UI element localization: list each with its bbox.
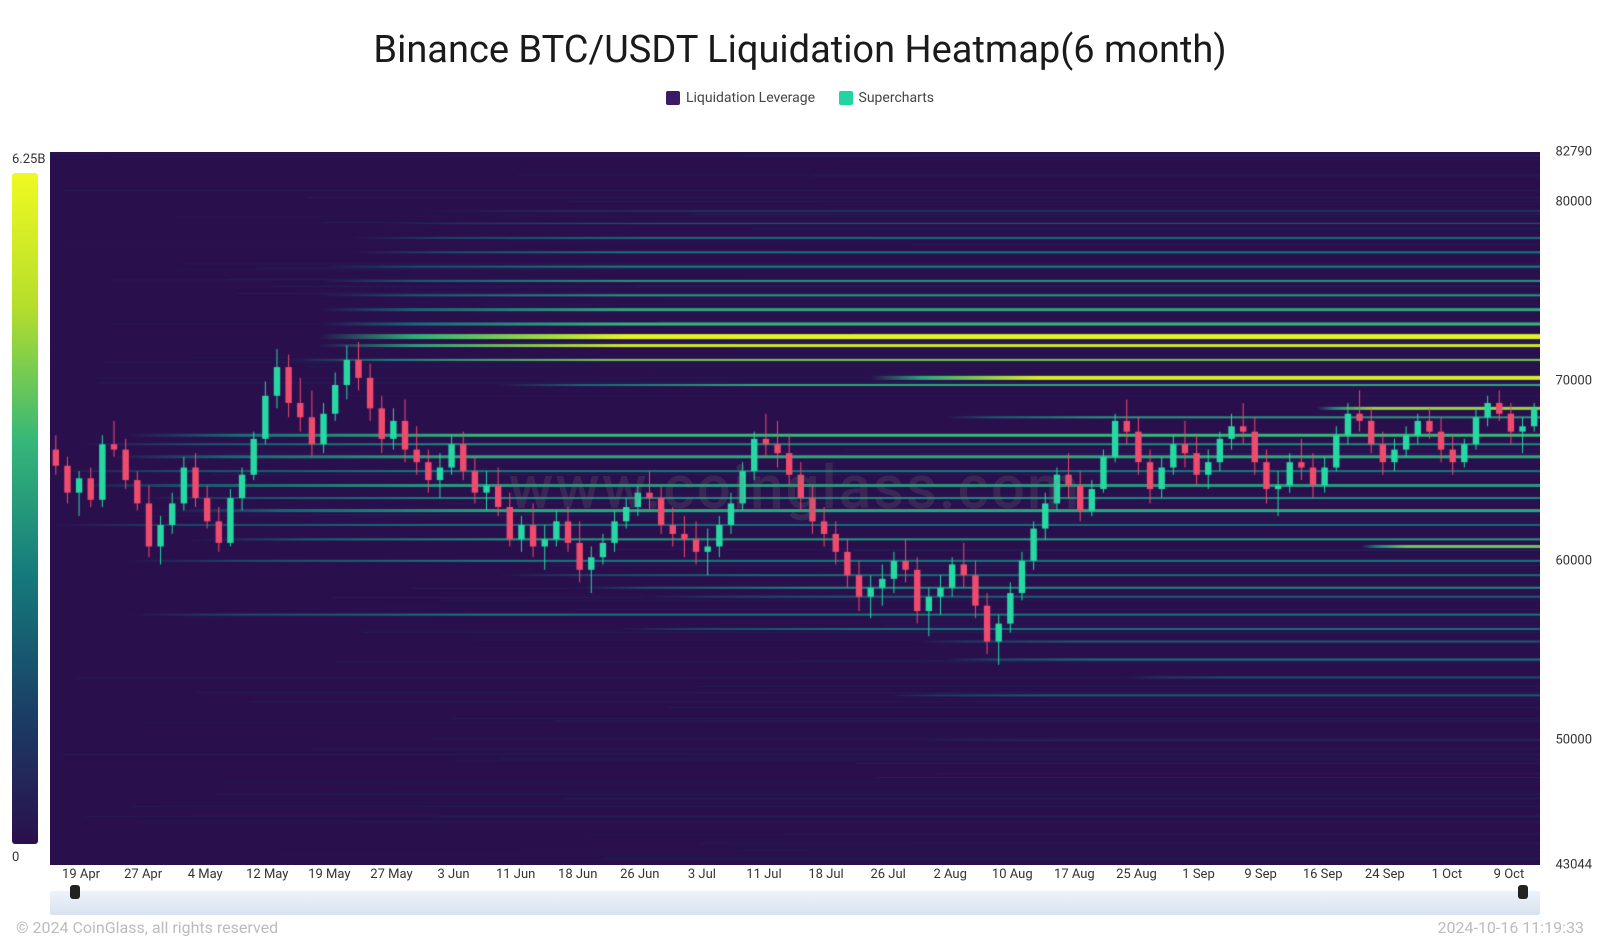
legend-item-liquidation: Liquidation Leverage [666, 90, 815, 106]
x-tick: 11 Jul [746, 867, 781, 882]
x-tick: 26 Jul [870, 867, 905, 882]
colorbar-max: 6.25B [12, 152, 38, 167]
x-tick: 1 Oct [1432, 867, 1463, 882]
legend: Liquidation Leverage Supercharts [0, 90, 1600, 109]
x-tick: 27 May [370, 867, 412, 882]
y-axis: 827908000070000600005000043044 [1544, 152, 1592, 865]
x-tick: 19 Apr [62, 867, 100, 882]
x-tick: 10 Aug [992, 867, 1033, 882]
range-handle-left[interactable] [70, 885, 80, 899]
x-tick: 24 Sep [1365, 867, 1405, 882]
x-tick: 3 Jun [438, 867, 470, 882]
x-tick: 9 Oct [1494, 867, 1525, 882]
chart-area[interactable]: www.coinglass.com [50, 152, 1540, 865]
x-tick: 4 May [188, 867, 223, 882]
x-tick: 11 Jun [496, 867, 535, 882]
colorbar-min: 0 [12, 850, 38, 865]
y-tick: 82790 [1555, 145, 1592, 160]
timestamp: 2024-10-16 11:19:33 [1438, 918, 1584, 937]
colorbar-gradient [12, 173, 38, 844]
x-tick: 16 Sep [1303, 867, 1343, 882]
legend-swatch-liquidation [666, 91, 680, 105]
y-tick: 50000 [1555, 733, 1592, 748]
x-tick: 26 Jun [620, 867, 659, 882]
x-tick: 3 Jul [688, 867, 716, 882]
legend-label-supercharts: Supercharts [859, 90, 934, 106]
y-tick: 60000 [1555, 553, 1592, 568]
range-handle-right[interactable] [1518, 885, 1528, 899]
x-tick: 27 Apr [124, 867, 162, 882]
x-tick: 19 May [308, 867, 350, 882]
x-tick: 18 Jun [558, 867, 597, 882]
range-slider[interactable] [50, 891, 1540, 915]
y-tick: 80000 [1555, 195, 1592, 210]
x-tick: 2 Aug [933, 867, 966, 882]
chart-title: Binance BTC/USDT Liquidation Heatmap(6 m… [0, 0, 1600, 90]
candle-canvas [50, 152, 1540, 865]
x-tick: 18 Jul [808, 867, 843, 882]
legend-swatch-supercharts [839, 91, 853, 105]
y-tick: 70000 [1555, 374, 1592, 389]
x-tick: 9 Sep [1244, 867, 1276, 882]
x-tick: 1 Sep [1182, 867, 1214, 882]
x-tick: 12 May [246, 867, 288, 882]
y-tick: 43044 [1555, 858, 1592, 873]
copyright: © 2024 CoinGlass, all rights reserved [16, 918, 278, 937]
colorbar: 6.25B 0 [12, 152, 38, 865]
x-tick: 25 Aug [1116, 867, 1157, 882]
legend-item-supercharts: Supercharts [839, 90, 934, 106]
legend-label-liquidation: Liquidation Leverage [686, 90, 815, 106]
x-axis: 19 Apr 27 Apr 4 May 12 May 19 May 27 May 3 Jun… [50, 867, 1540, 887]
x-tick: 17 Aug [1054, 867, 1095, 882]
